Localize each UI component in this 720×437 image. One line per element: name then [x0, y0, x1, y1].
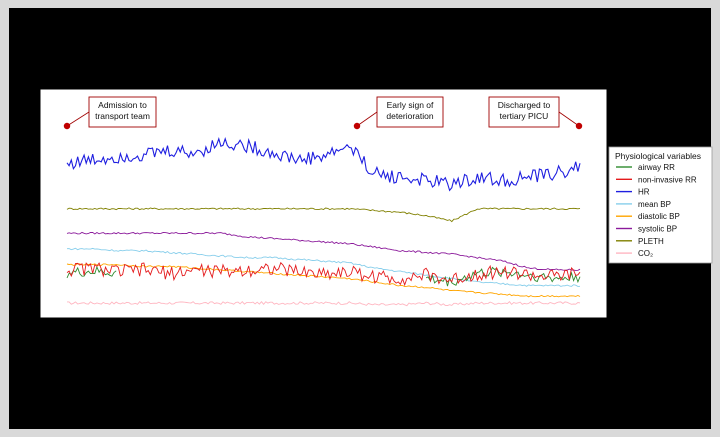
annotation-leader [558, 111, 580, 127]
legend-label: airway RR [638, 163, 675, 172]
annotation-box [488, 96, 560, 128]
series-line-nibp_rr [66, 261, 581, 287]
series-line-hr [66, 136, 581, 192]
series-line-dia_bp [66, 263, 581, 298]
annotation-text: tertiary PICU [500, 111, 549, 121]
legend-label: systolic BP [638, 225, 677, 234]
annotation-text: transport team [95, 111, 150, 121]
annotation-marker [575, 122, 583, 130]
series-line-mean_bp [66, 247, 581, 287]
legend-item-mean_bp: mean BP [616, 200, 671, 209]
legend-label: mean BP [638, 200, 671, 209]
legend-item-pleth: PLETH [616, 237, 664, 246]
legend-title: Physiological variables [615, 151, 701, 161]
series-line-co2 [67, 300, 581, 307]
legend-item-hr: HR [616, 188, 650, 197]
annotation-text: Admission to [98, 100, 147, 110]
legend-item-airway_rr: airway RR [616, 163, 675, 172]
annotation-leader [66, 111, 90, 127]
annotation-marker [353, 122, 361, 130]
annotation-box [88, 96, 157, 128]
legend: Physiological variables airway RR non-inv… [608, 146, 713, 264]
series-lines [66, 136, 581, 307]
legend-item-co2: CO₂ [616, 249, 653, 258]
annotation-text: Early sign of [387, 100, 434, 110]
series-line-airway_rr [66, 265, 581, 287]
series-line-pleth [66, 207, 581, 223]
x-ticks [82, 318, 585, 322]
legend-label: HR [638, 188, 650, 197]
legend-item-sys_bp: systolic BP [616, 225, 677, 234]
annotation-marker [63, 122, 71, 130]
legend-label: PLETH [638, 237, 664, 246]
legend-item-dia_bp: diastolic BP [616, 212, 680, 221]
annotation-text: deterioration [386, 111, 434, 121]
legend-label: diastolic BP [638, 212, 680, 221]
annotation-box [376, 96, 444, 128]
series-line-sys_bp [66, 231, 581, 271]
annotation-leader [356, 111, 378, 127]
legend-item-nibp_rr: non-invasive RR [616, 175, 697, 184]
legend-label: CO₂ [638, 249, 653, 258]
legend-items: airway RR non-invasive RR HR mean BP diastol… [616, 163, 697, 258]
annotation-text: Discharged to [498, 100, 551, 110]
legend-label: non-invasive RR [638, 175, 697, 184]
